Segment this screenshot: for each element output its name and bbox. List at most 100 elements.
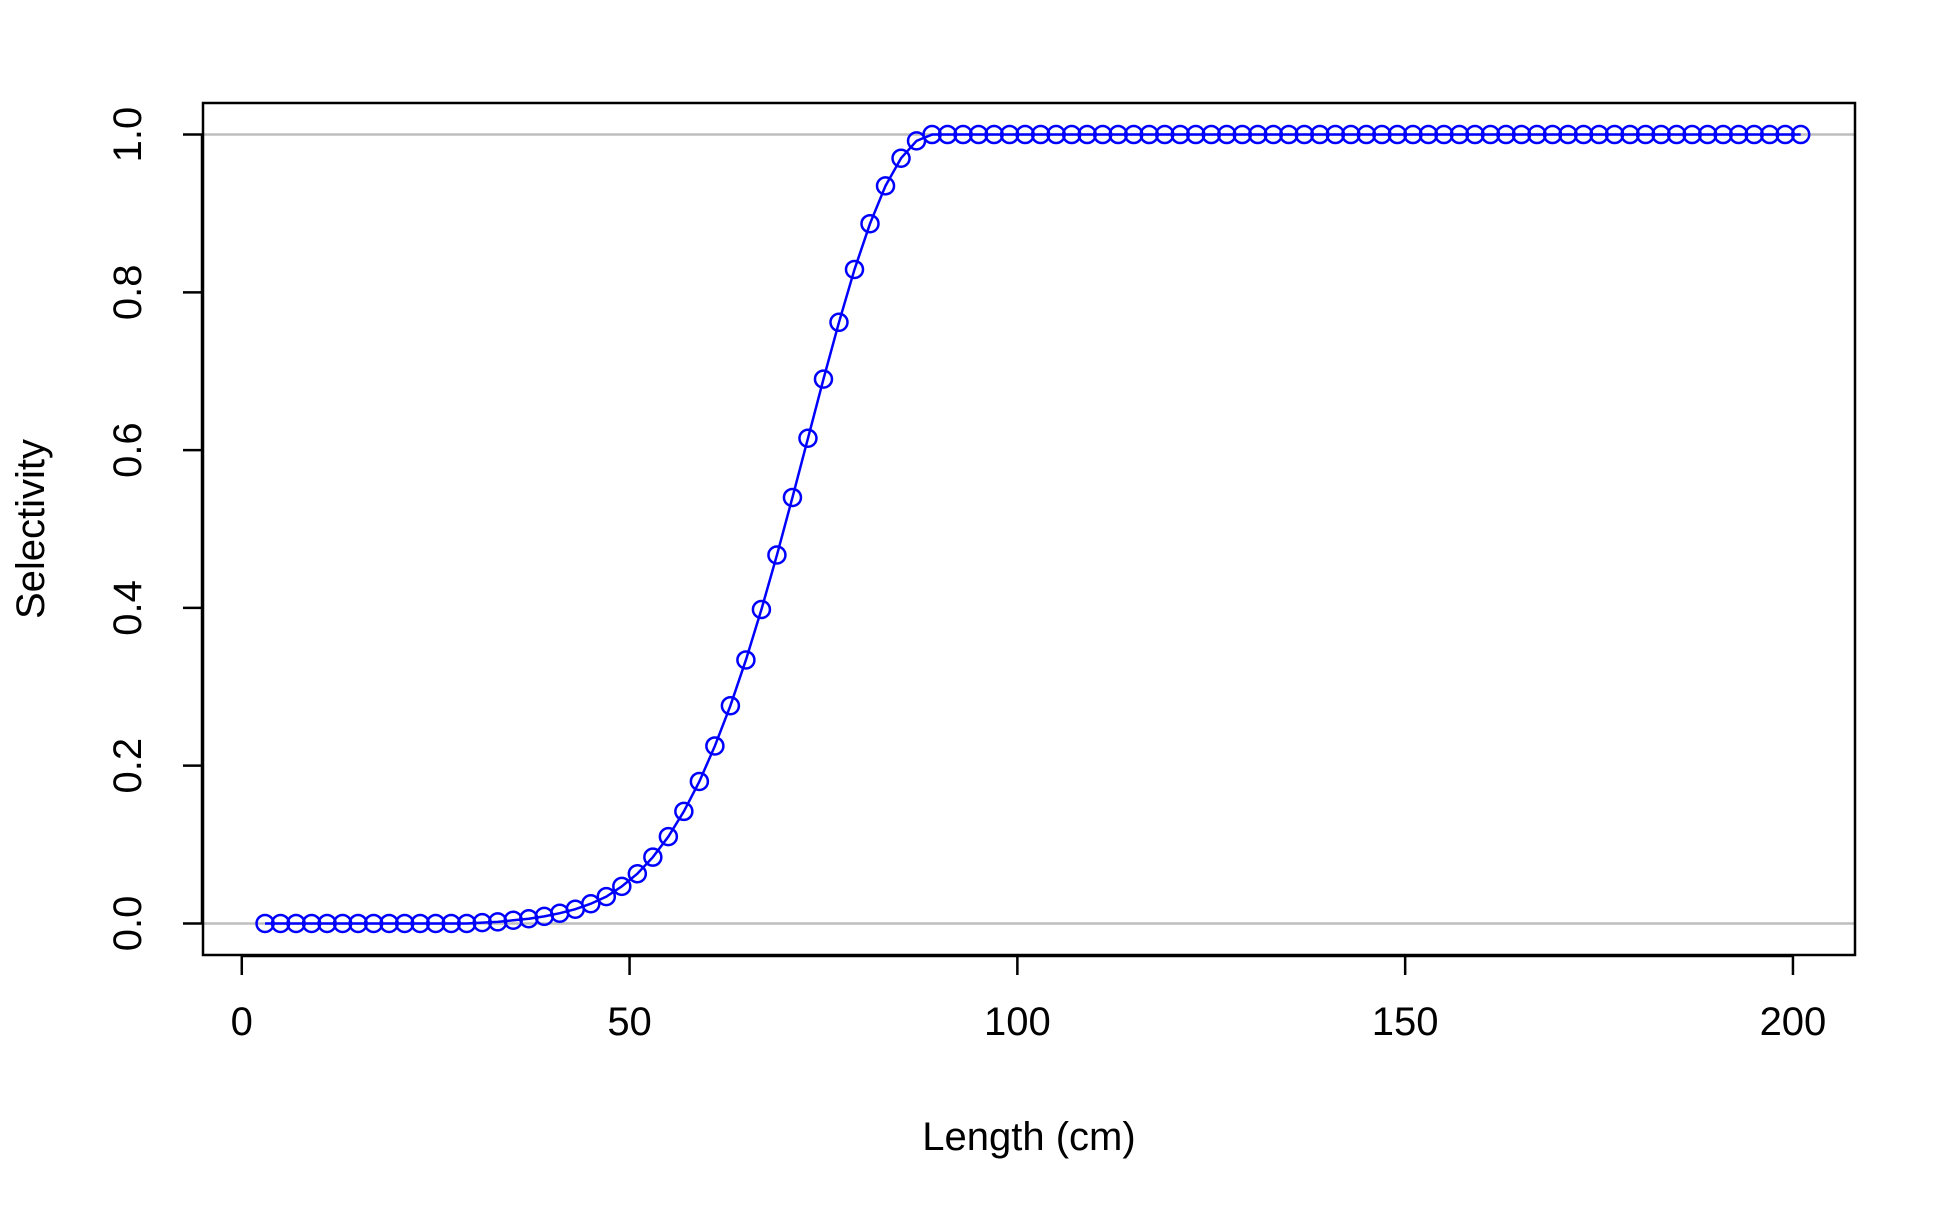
data-point xyxy=(1511,124,1532,145)
data-point xyxy=(1666,124,1687,145)
series-line xyxy=(265,133,1801,925)
y-tick-label: 1.0 xyxy=(106,107,150,163)
data-point xyxy=(301,913,322,934)
data-point xyxy=(1154,124,1175,145)
data-point xyxy=(1589,124,1609,145)
data-point xyxy=(937,124,958,145)
data-point xyxy=(1744,124,1764,145)
data-point xyxy=(1790,124,1811,145)
data-point xyxy=(1480,124,1501,145)
data-point xyxy=(1573,124,1594,145)
data-point xyxy=(1139,124,1159,145)
y-tick-label: 0.2 xyxy=(106,738,150,794)
data-point xyxy=(1527,124,1547,145)
data-point xyxy=(751,599,772,620)
data-point xyxy=(317,913,337,934)
data-point xyxy=(270,913,291,934)
data-point xyxy=(1310,124,1330,145)
data-point xyxy=(968,124,989,145)
x-axis-title: Length (cm) xyxy=(922,1115,1135,1159)
data-point xyxy=(379,913,399,934)
data-point xyxy=(891,148,911,168)
data-point xyxy=(1403,124,1423,145)
data-point xyxy=(612,876,632,897)
data-point xyxy=(1015,124,1035,145)
data-point xyxy=(487,912,508,932)
data-point xyxy=(1465,124,1485,145)
data-point xyxy=(736,650,756,670)
data-point xyxy=(1263,124,1284,145)
data-point xyxy=(425,913,446,934)
data-point xyxy=(1186,124,1206,145)
data-point xyxy=(705,736,725,756)
data-point xyxy=(1046,124,1066,145)
data-point xyxy=(410,913,430,934)
y-axis: 0.0 0.2 0.4 0.6 0.8 1.0 xyxy=(106,107,204,952)
data-point xyxy=(255,913,275,934)
data-point xyxy=(503,910,523,931)
data-point xyxy=(658,826,679,847)
data-point xyxy=(1697,124,1718,145)
data-point xyxy=(1061,124,1082,145)
data-point xyxy=(813,369,834,389)
data-point xyxy=(1713,124,1733,145)
data-point xyxy=(596,886,617,907)
data-point xyxy=(984,124,1004,145)
data-point xyxy=(363,913,384,934)
data-point xyxy=(767,545,787,565)
data-point xyxy=(1558,124,1578,145)
data-point xyxy=(1372,124,1392,145)
data-point xyxy=(1123,124,1144,145)
data-point xyxy=(798,428,818,449)
x-tick-label: 150 xyxy=(1372,1000,1439,1044)
x-tick-label: 0 xyxy=(231,1000,253,1044)
data-point xyxy=(1294,124,1315,145)
data-point xyxy=(1387,124,1408,145)
data-point xyxy=(720,695,741,716)
data-point xyxy=(394,913,415,934)
data-point xyxy=(1682,124,1702,145)
data-point xyxy=(1759,124,1780,145)
data-point xyxy=(782,487,803,508)
data-point xyxy=(1604,124,1625,145)
data-point xyxy=(860,213,880,234)
data-point xyxy=(1217,124,1237,145)
y-tick-label: 0.8 xyxy=(106,265,150,321)
data-point xyxy=(1620,124,1640,145)
data-point xyxy=(829,312,849,333)
data-point xyxy=(1108,124,1128,145)
data-point xyxy=(643,847,663,867)
y-tick-label: 0.0 xyxy=(106,896,150,952)
data-point xyxy=(674,801,694,822)
data-point xyxy=(1092,124,1113,145)
data-point xyxy=(1635,124,1656,145)
data-point xyxy=(1651,124,1671,145)
data-point xyxy=(1248,124,1268,145)
data-point xyxy=(1077,124,1097,145)
data-point xyxy=(1728,124,1749,145)
plot-frame xyxy=(201,101,1857,957)
x-tick-label: 50 xyxy=(607,1000,652,1044)
data-point xyxy=(1325,124,1346,145)
data-point xyxy=(1232,124,1253,145)
data-point xyxy=(1775,124,1795,145)
data-point xyxy=(1449,124,1470,145)
data-point xyxy=(1356,124,1377,145)
data-point xyxy=(922,124,942,145)
data-point xyxy=(875,176,896,196)
data-point xyxy=(1496,124,1516,145)
data-point xyxy=(844,259,865,280)
data-point xyxy=(332,913,353,934)
y-tick-label: 0.4 xyxy=(106,580,150,636)
data-point xyxy=(1542,124,1563,145)
y-axis-title: Selectivity xyxy=(9,439,53,619)
data-point xyxy=(472,912,492,933)
data-point xyxy=(689,771,710,792)
data-point xyxy=(953,124,973,145)
series-layer xyxy=(255,124,1811,934)
data-point xyxy=(441,913,461,934)
data-point xyxy=(581,893,601,914)
x-axis: 0 50 100 150 200 xyxy=(231,954,1826,1044)
